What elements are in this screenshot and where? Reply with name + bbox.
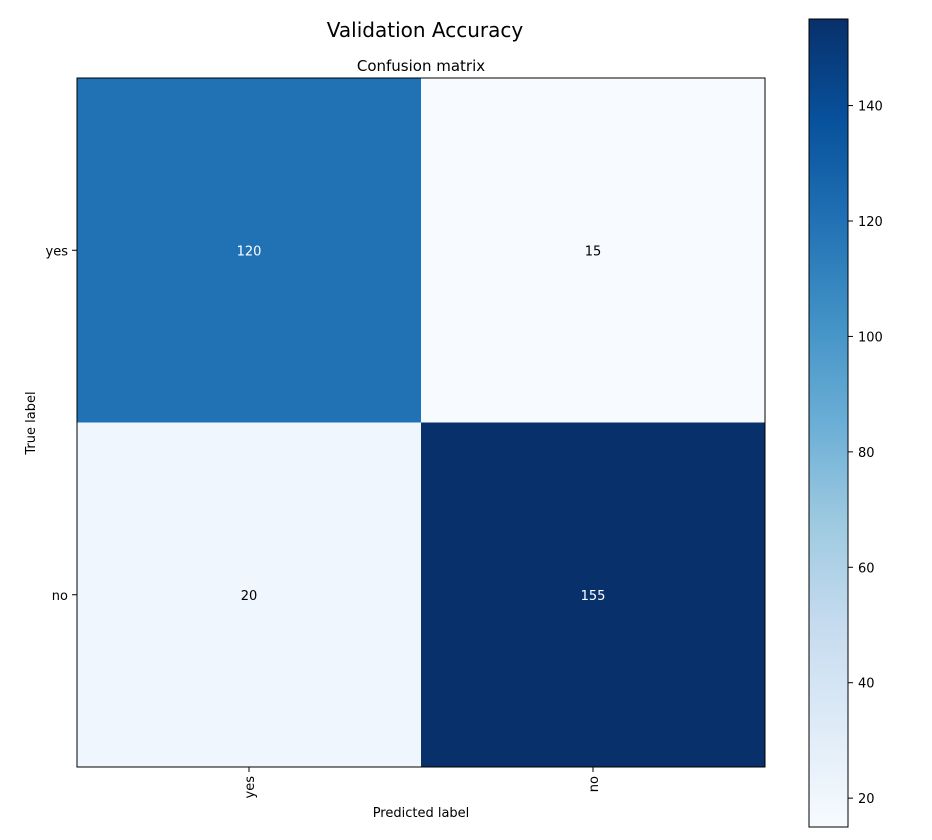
y-tick-label: no [52, 589, 68, 604]
plot-frame [76, 77, 766, 768]
heatmap-cell-yes-no [421, 78, 765, 423]
cell-value-label: 120 [237, 244, 262, 259]
axis-ticks: yes no yes no [46, 244, 602, 798]
cell-value-label: 155 [581, 589, 606, 604]
colorbar-tick-label: 20 [858, 792, 875, 807]
cell-value-label: 20 [241, 589, 258, 604]
colorbar-tick-label: 120 [858, 215, 883, 230]
colorbar-tick-label: 40 [858, 677, 875, 692]
figure-suptitle: Validation Accuracy [327, 18, 524, 42]
y-tick-label: yes [46, 244, 69, 259]
cell-value-label: 15 [585, 244, 602, 259]
colorbar-ticks: 20 40 60 80 100 120 140 [848, 100, 883, 807]
colorbar-tick-label: 80 [858, 446, 875, 461]
chart-title: Confusion matrix [357, 57, 485, 75]
colorbar-tick-label: 60 [858, 561, 875, 576]
heatmap-cell-yes-yes [77, 78, 421, 423]
heatmap-cell-no-no [421, 422, 765, 767]
x-axis-label: Predicted label [373, 806, 470, 821]
colorbar-frame [808, 18, 849, 828]
y-axis-label: True label [24, 391, 39, 455]
colorbar [809, 19, 848, 827]
x-tick-label: no [587, 776, 602, 792]
heatmap-cell-no-yes [77, 422, 421, 767]
colorbar-tick-label: 140 [858, 100, 883, 115]
x-tick-label: yes [243, 776, 258, 799]
colorbar-tick-label: 100 [858, 330, 883, 345]
heatmap-cells: 120 15 20 155 [77, 78, 765, 767]
